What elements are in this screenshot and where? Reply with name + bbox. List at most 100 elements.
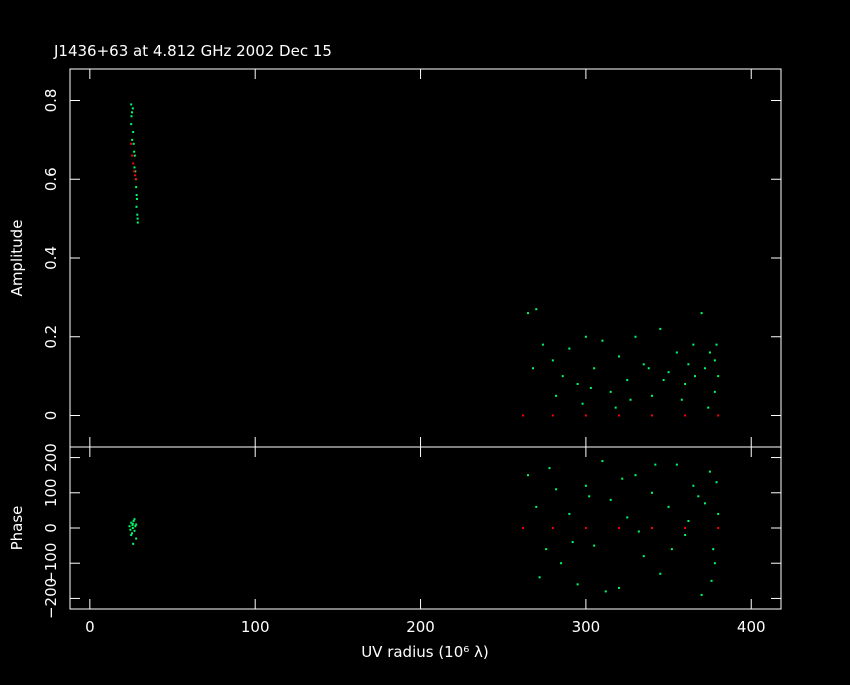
phase-axis-label: Phase (8, 506, 26, 551)
xtick-label-1: 100 (241, 618, 270, 636)
phase-observed-point-1 (130, 521, 133, 524)
amplitude-observed-point-1 (131, 111, 134, 114)
phase-observed-point-34 (684, 534, 687, 537)
amplitude-observed-point-29 (593, 367, 596, 370)
amplitude-observed-point-24 (551, 359, 554, 362)
phase-observed-point-36 (700, 593, 703, 596)
phase-observed-point-19 (560, 562, 563, 565)
phase-observed-point-27 (626, 516, 629, 519)
phase-observed-point-8 (134, 525, 137, 528)
amplitude-observed-point-5 (131, 138, 134, 141)
amplitude-observed-point-21 (535, 308, 538, 311)
phase-observed-point-28 (634, 474, 637, 477)
phase-observed-point-10 (130, 534, 133, 537)
amplitude-observed-point-14 (135, 197, 138, 200)
phase-ytick-label-0: −200 (42, 578, 60, 619)
amplitude-observed-point-26 (568, 347, 571, 350)
amplitude-observed-point-15 (135, 205, 138, 208)
amplitude-observed-point-4 (132, 131, 135, 133)
phase-observed-point-46 (637, 530, 640, 533)
amplitude-observed-point-0 (130, 103, 133, 106)
phase-model-point-4 (651, 527, 654, 529)
amplitude-ytick-label-2: 0.4 (42, 246, 60, 270)
phase-observed-point-51 (555, 488, 558, 491)
phase-observed-point-42 (697, 495, 700, 498)
phase-observed-point-53 (715, 481, 718, 484)
phase-observed-point-15 (527, 474, 530, 477)
phase-observed-point-16 (535, 505, 538, 508)
amplitude-observed-point-35 (642, 363, 645, 366)
amplitude-observed-point-22 (531, 367, 534, 370)
plot-title: J1436+63 at 4.812 GHz 2002 Dec 15 (53, 42, 332, 60)
phase-observed-point-41 (710, 579, 713, 582)
amplitude-observed-point-17 (136, 217, 139, 220)
phase-observed-point-39 (713, 562, 716, 565)
amplitude-observed-point-51 (647, 367, 650, 370)
phase-ytick-label-2: 0 (42, 523, 60, 533)
amplitude-observed-point-28 (584, 335, 587, 338)
amplitude-model-point-8 (584, 414, 587, 417)
phase-ytick-label-1: −100 (42, 543, 60, 584)
amplitude-ytick-label-0: 0 (42, 411, 60, 421)
amplitude-model-point-10 (651, 414, 654, 417)
amplitude-observed-point-59 (687, 363, 690, 366)
amplitude-ytick-label-4: 0.8 (42, 89, 60, 113)
phase-observed-point-37 (703, 502, 706, 505)
phase-observed-point-11 (135, 537, 138, 540)
amplitude-observed-point-9 (133, 166, 136, 169)
amplitude-model-point-3 (133, 170, 136, 173)
amplitude-observed-point-16 (136, 213, 139, 216)
amplitude-observed-point-8 (133, 154, 136, 157)
phase-observed-point-3 (133, 529, 136, 532)
amplitude-observed-point-36 (651, 394, 654, 397)
amplitude-observed-point-25 (561, 375, 564, 378)
amplitude-model-point-2 (132, 162, 135, 165)
amplitude-model-point-5 (135, 178, 138, 181)
amplitude-model-point-9 (617, 414, 620, 417)
amplitude-observed-point-19 (130, 115, 133, 118)
phase-observed-point-47 (621, 477, 624, 480)
amplitude-observed-point-27 (576, 383, 579, 385)
amplitude-observed-point-12 (135, 186, 138, 189)
phase-observed-point-12 (133, 518, 136, 521)
amplitude-observed-point-34 (634, 335, 637, 338)
phase-observed-point-5 (131, 532, 134, 535)
amplitude-observed-point-47 (713, 359, 716, 362)
phase-observed-point-13 (132, 542, 135, 545)
amplitude-observed-point-41 (692, 343, 695, 346)
amplitude-observed-point-49 (581, 402, 584, 405)
amplitude-observed-point-20 (527, 312, 530, 315)
phase-observed-point-22 (584, 484, 587, 487)
phase-observed-point-20 (568, 512, 571, 515)
amplitude-observed-point-50 (614, 406, 617, 409)
phase-model-point-3 (617, 527, 620, 529)
amplitude-observed-point-10 (134, 170, 137, 173)
phase-ytick-label-4: 200 (42, 443, 60, 472)
xtick-label-4: 400 (737, 618, 766, 636)
phase-observed-point-21 (576, 583, 579, 586)
phase-observed-point-26 (617, 586, 620, 589)
phase-observed-point-2 (131, 527, 134, 529)
amplitude-observed-point-31 (609, 390, 612, 393)
amplitude-observed-point-40 (684, 383, 687, 385)
amplitude-observed-point-7 (133, 150, 136, 153)
xtick-label-0: 0 (85, 618, 95, 636)
amplitude-observed-point-55 (715, 343, 718, 346)
amplitude-model-point-7 (551, 414, 554, 417)
phase-model-point-5 (684, 527, 687, 529)
phase-data-points (128, 460, 720, 596)
phase-observed-point-48 (604, 590, 607, 593)
phase-observed-point-17 (538, 576, 541, 579)
amplitude-model-point-6 (522, 414, 525, 417)
amplitude-observed-point-38 (667, 371, 670, 374)
phase-observed-point-33 (675, 463, 678, 466)
amplitude-observed-point-37 (659, 327, 662, 330)
phase-observed-point-6 (132, 519, 135, 522)
phase-observed-point-49 (588, 495, 591, 498)
phase-observed-point-38 (708, 470, 711, 473)
phase-observed-point-24 (601, 460, 604, 463)
amplitude-observed-point-54 (707, 406, 710, 409)
amplitude-model-point-4 (134, 174, 137, 177)
